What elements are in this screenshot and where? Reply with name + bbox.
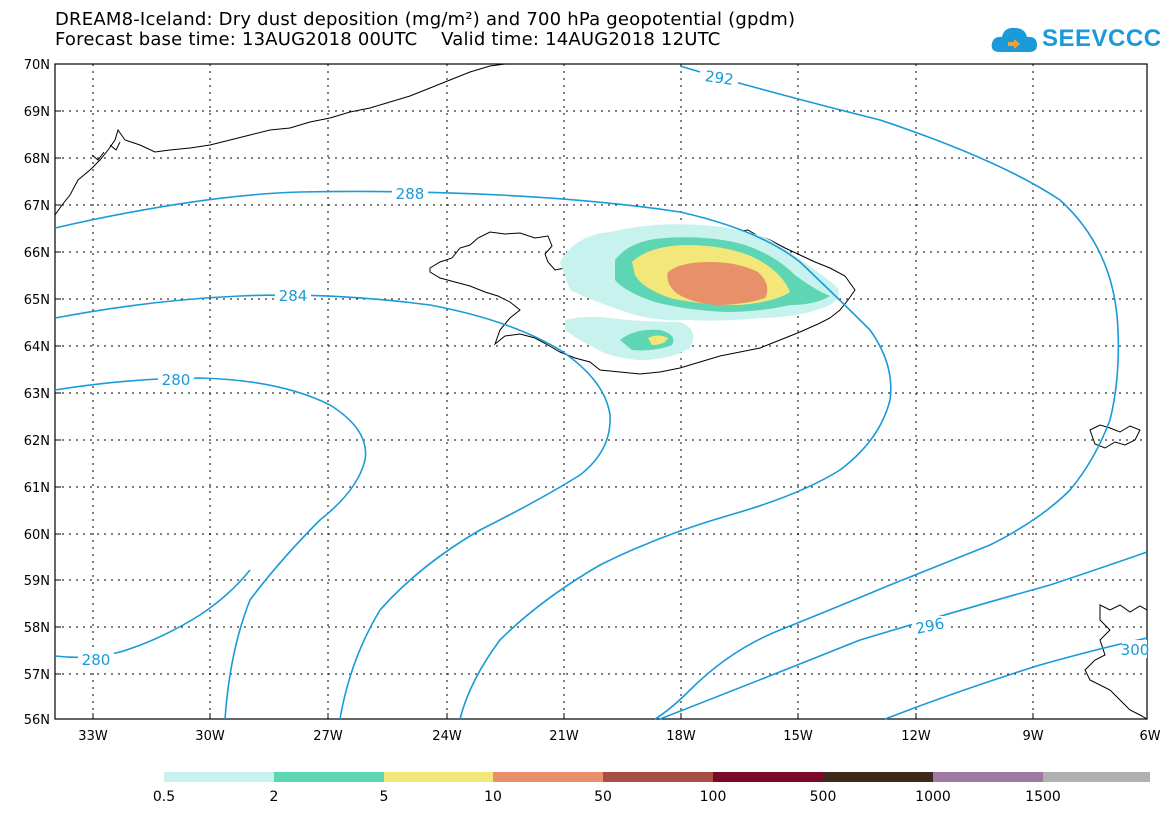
map-frame [54, 63, 1148, 720]
lon-label: 21W [549, 729, 579, 744]
colorbar-label: 1000 [915, 789, 951, 805]
colorbar-label: 2 [270, 789, 279, 805]
lat-label: 58N [24, 621, 50, 636]
colorbar-segment [493, 772, 603, 782]
contour-label: 296 [914, 614, 946, 638]
map-subtitle: Forecast base time: 13AUG2018 00UTC Vali… [55, 29, 721, 50]
lon-label: 27W [313, 729, 343, 744]
contour-label: 288 [396, 185, 425, 203]
lat-label: 62N [24, 434, 50, 449]
contour-label: 280 [82, 651, 111, 669]
colorbar-segment [933, 772, 1043, 782]
lat-label: 61N [24, 481, 50, 496]
colorbar-segment [164, 772, 274, 782]
lat-label: 70N [24, 58, 50, 73]
lat-label: 59N [24, 574, 50, 589]
lat-label: 66N [24, 246, 50, 261]
lon-label: 15W [783, 729, 813, 744]
colorbar-label: 5 [380, 789, 389, 805]
lat-label: 64N [24, 340, 50, 355]
logo-text: SEEVCCC [1042, 25, 1162, 52]
cloud-icon [991, 27, 1037, 52]
lat-label: 65N [24, 293, 50, 308]
colorbar-segment [713, 772, 823, 782]
colorbar-label: 100 [700, 789, 727, 805]
lat-label: 63N [24, 387, 50, 402]
colorbar-segment [384, 772, 493, 782]
colorbar-label: 50 [594, 789, 612, 805]
contour-label: 284 [279, 287, 308, 305]
colorbar-segment [1043, 772, 1150, 782]
longitude-labels: 33W 30W 27W 24W 21W 18W 15W 12W 9W 6W [78, 729, 1160, 744]
colorbar-label: 0.5 [153, 789, 175, 805]
lon-label: 30W [195, 729, 225, 744]
lon-label: 6W [1139, 729, 1160, 744]
colorbar-segment [603, 772, 713, 782]
colorbar-segment [274, 772, 384, 782]
colorbar: 0.5 2 5 10 50 100 500 1000 1500 [153, 772, 1150, 805]
colorbar-label: 500 [810, 789, 837, 805]
contour-label: 292 [704, 67, 735, 89]
contour-labels: 292 288 284 280 280 296 300 [78, 67, 1149, 669]
lat-label: 68N [24, 152, 50, 167]
lat-label: 57N [24, 668, 50, 683]
colorbar-label: 10 [484, 789, 502, 805]
lat-label: 67N [24, 199, 50, 214]
lat-label: 69N [24, 105, 50, 120]
grid-lines [55, 64, 1147, 719]
lon-label: 33W [78, 729, 108, 744]
map-title: DREAM8-Iceland: Dry dust deposition (mg/… [55, 9, 796, 30]
seevccc-logo: SEEVCCC [990, 22, 1161, 58]
lat-label: 56N [24, 713, 50, 728]
coastlines [54, 63, 1148, 720]
lon-label: 12W [901, 729, 931, 744]
lon-label: 24W [432, 729, 462, 744]
lon-label: 9W [1022, 729, 1043, 744]
lon-label: 18W [666, 729, 696, 744]
axis-ticks [55, 63, 1034, 719]
contour-label: 300 [1121, 641, 1150, 659]
lat-label: 60N [24, 528, 50, 543]
colorbar-segment [823, 772, 933, 782]
dust-deposition-field [560, 224, 839, 360]
colorbar-label: 1500 [1025, 789, 1061, 805]
latitude-labels: 70N 69N 68N 67N 66N 65N 64N 63N 62N 61N … [24, 58, 50, 728]
contour-label: 280 [162, 371, 191, 389]
